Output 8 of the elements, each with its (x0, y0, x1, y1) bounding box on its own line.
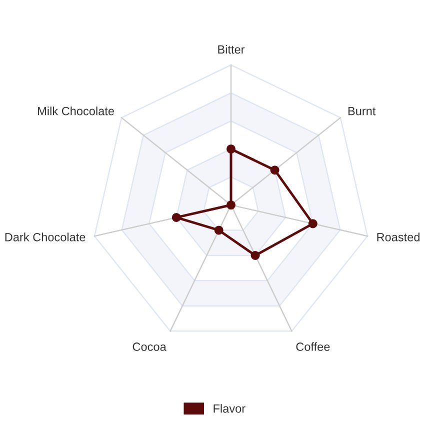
spoke-label: Burnt (348, 107, 376, 116)
spoke-label: Cocoa (132, 342, 166, 351)
legend-label: Flavor (214, 404, 246, 413)
spoke-label: Bitter (218, 44, 245, 54)
spoke-label: Dark Chocolate (5, 232, 86, 242)
spoke-label: Milk Chocolate (38, 106, 114, 116)
spoke-label: Coffee (296, 342, 330, 351)
spoke-label: Roasted (377, 232, 420, 242)
